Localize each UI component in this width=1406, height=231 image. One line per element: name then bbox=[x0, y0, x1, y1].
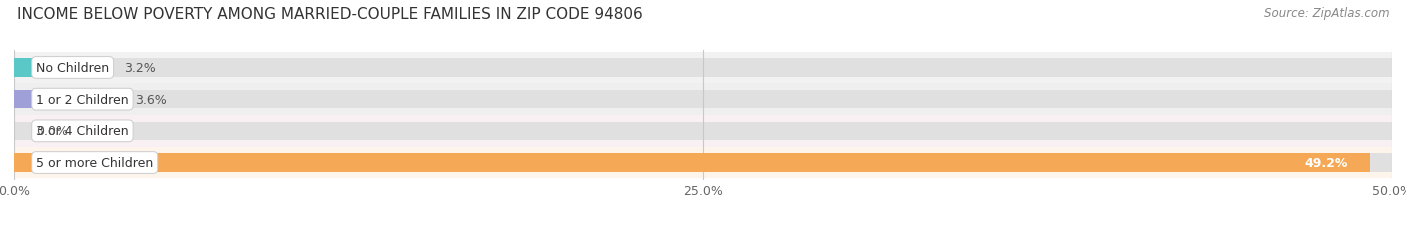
Bar bbox=[14, 147, 1392, 179]
Text: No Children: No Children bbox=[37, 62, 110, 75]
Bar bbox=[14, 84, 1392, 116]
Text: 3.6%: 3.6% bbox=[135, 93, 167, 106]
Text: 3.2%: 3.2% bbox=[124, 62, 156, 75]
Bar bbox=[14, 91, 114, 109]
Text: 5 or more Children: 5 or more Children bbox=[37, 156, 153, 169]
Text: INCOME BELOW POVERTY AMONG MARRIED-COUPLE FAMILIES IN ZIP CODE 94806: INCOME BELOW POVERTY AMONG MARRIED-COUPL… bbox=[17, 7, 643, 22]
Text: 0.0%: 0.0% bbox=[37, 125, 67, 138]
Text: 49.2%: 49.2% bbox=[1305, 156, 1348, 169]
Bar bbox=[14, 59, 1392, 77]
Bar bbox=[14, 52, 1392, 84]
Text: 1 or 2 Children: 1 or 2 Children bbox=[37, 93, 129, 106]
Bar bbox=[14, 154, 1369, 172]
Bar bbox=[14, 154, 1392, 172]
Bar bbox=[14, 59, 103, 77]
Bar bbox=[14, 91, 1392, 109]
Text: Source: ZipAtlas.com: Source: ZipAtlas.com bbox=[1264, 7, 1389, 20]
Bar bbox=[14, 122, 1392, 140]
Bar bbox=[14, 116, 1392, 147]
Text: 3 or 4 Children: 3 or 4 Children bbox=[37, 125, 129, 138]
